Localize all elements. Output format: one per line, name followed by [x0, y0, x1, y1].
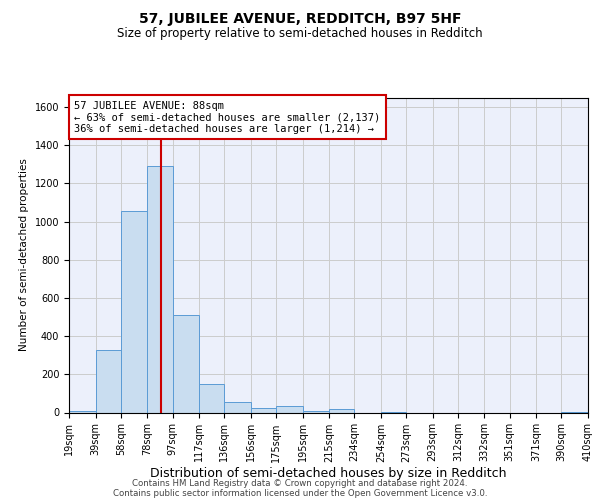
Text: Contains public sector information licensed under the Open Government Licence v3: Contains public sector information licen… [113, 488, 487, 498]
Y-axis label: Number of semi-detached properties: Number of semi-detached properties [19, 158, 29, 352]
X-axis label: Distribution of semi-detached houses by size in Redditch: Distribution of semi-detached houses by … [150, 467, 507, 480]
Bar [148, 166, 173, 412]
Bar [329, 408, 355, 412]
Bar [173, 315, 199, 412]
Bar [224, 402, 251, 412]
Text: 57 JUBILEE AVENUE: 88sqm
← 63% of semi-detached houses are smaller (2,137)
36% o: 57 JUBILEE AVENUE: 88sqm ← 63% of semi-d… [74, 100, 380, 134]
Text: Contains HM Land Registry data © Crown copyright and database right 2024.: Contains HM Land Registry data © Crown c… [132, 478, 468, 488]
Bar [276, 406, 302, 412]
Text: Size of property relative to semi-detached houses in Redditch: Size of property relative to semi-detach… [117, 28, 483, 40]
Bar [95, 350, 121, 412]
Bar [199, 384, 224, 412]
Bar [69, 410, 95, 412]
Bar [251, 408, 276, 412]
Text: 57, JUBILEE AVENUE, REDDITCH, B97 5HF: 57, JUBILEE AVENUE, REDDITCH, B97 5HF [139, 12, 461, 26]
Bar [302, 411, 329, 412]
Bar [121, 211, 148, 412]
